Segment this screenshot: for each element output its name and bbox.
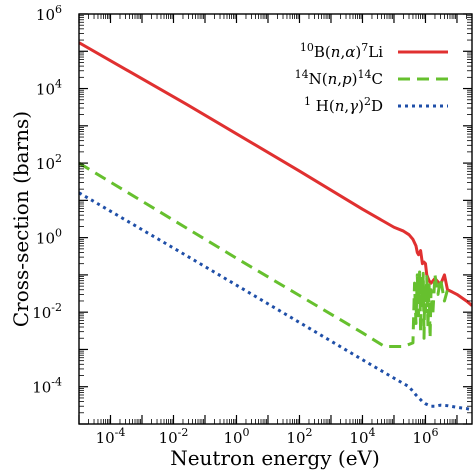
series-line-n14 (79, 161, 449, 348)
y-tick-label: 10-2 (32, 301, 62, 322)
legend-entry-b10: 10B(n,α)7Li (300, 41, 383, 61)
y-tick-label: 10-4 (32, 376, 62, 397)
x-tick-label: 10-4 (96, 426, 126, 447)
x-tick-label: 100 (223, 426, 249, 447)
series-line-b10 (79, 41, 472, 307)
x-tick-label: 106 (412, 426, 438, 447)
y-axis-title: Cross-section (barns) (9, 111, 33, 327)
legend-entry-h1: 1 H(n,γ)2D (304, 95, 383, 115)
y-tick-label: 106 (36, 3, 62, 24)
x-axis-title: Neutron energy (eV) (170, 446, 380, 470)
legend-entry-n14: 14N(n,p)14C (295, 68, 383, 88)
series-line-h1 (79, 191, 472, 412)
x-tick-label: 104 (349, 426, 375, 447)
y-tick-label: 102 (36, 152, 62, 173)
y-tick-label: 104 (36, 78, 62, 99)
y-tick-label: 100 (36, 227, 62, 248)
plot-frame (78, 13, 473, 425)
x-tick-label: 102 (286, 426, 312, 447)
x-tick-label: 10-2 (159, 426, 189, 447)
